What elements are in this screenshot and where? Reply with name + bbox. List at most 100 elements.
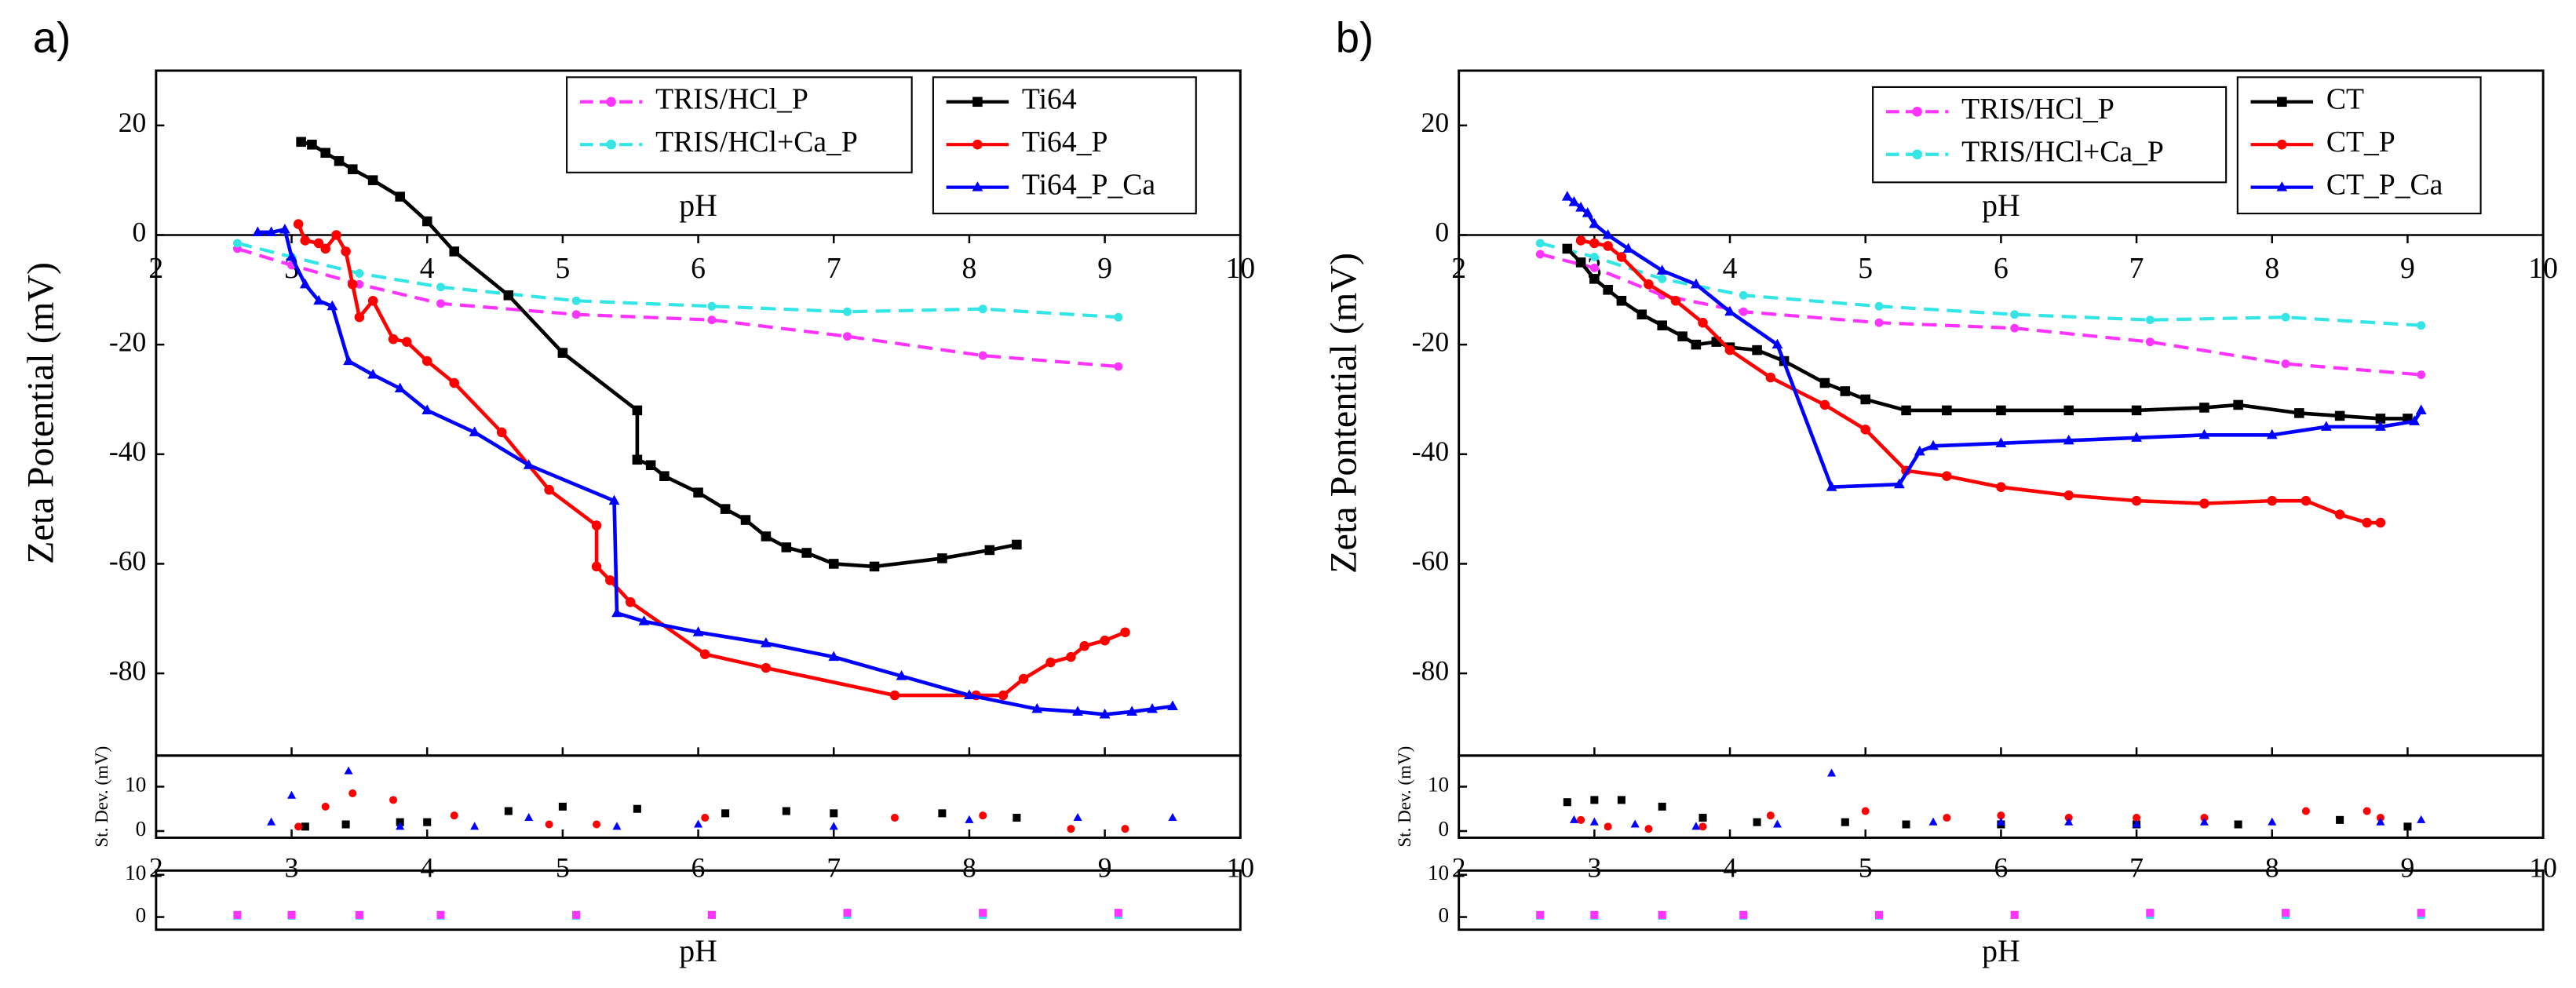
marker (233, 910, 242, 919)
marker (1589, 274, 1600, 284)
marker (436, 283, 445, 292)
marker (300, 235, 311, 246)
marker (1861, 807, 1870, 815)
marker (632, 454, 643, 465)
marker (2146, 909, 2155, 917)
marker (1099, 708, 1111, 719)
marker (1589, 263, 1599, 272)
marker (938, 809, 947, 818)
marker (638, 615, 650, 625)
marker (252, 226, 264, 237)
marker (1616, 295, 1627, 306)
series-line (1566, 247, 2408, 421)
marker (2133, 814, 2141, 822)
marker (341, 246, 351, 257)
marker (2301, 495, 2311, 506)
marker (828, 559, 839, 569)
marker (1147, 702, 1158, 713)
x-tick-label: 5 (556, 852, 570, 884)
marker (1656, 264, 1668, 275)
marker (293, 219, 304, 229)
marker (1630, 819, 1640, 828)
legend-label: CT (2326, 82, 2364, 115)
marker (843, 909, 852, 917)
marker (321, 802, 330, 811)
marker (1590, 796, 1599, 804)
marker (720, 504, 731, 514)
marker (1860, 394, 1871, 405)
marker (692, 626, 704, 636)
marker (2199, 498, 2209, 509)
marker (1636, 309, 1647, 320)
marker (2266, 428, 2278, 439)
marker (1902, 820, 1910, 829)
x-tick-label: 6 (691, 252, 706, 285)
marker (1691, 339, 1702, 350)
marker (1901, 405, 1911, 416)
marker (608, 494, 620, 505)
x-tick-label: 4 (1723, 252, 1738, 285)
marker (450, 811, 458, 820)
marker (470, 822, 480, 830)
marker (707, 910, 716, 919)
marker (625, 597, 636, 607)
marker (1826, 481, 1837, 491)
series-line (1539, 241, 2421, 327)
marker (2234, 820, 2242, 829)
marker (937, 553, 947, 563)
marker (1995, 437, 2007, 447)
x-tick-label: 9 (1098, 852, 1112, 884)
marker (2131, 432, 2142, 442)
y-tick-label: 0 (1439, 817, 1450, 840)
legend-label: Ti64_P_Ca (1022, 168, 1156, 201)
x-tick-label: 9 (1097, 252, 1112, 285)
marker (313, 238, 324, 249)
x-tick-label: 7 (826, 852, 841, 884)
y-axis-title: Zeta Potential (mV) (20, 262, 62, 564)
marker (2131, 405, 2142, 416)
marker (545, 820, 553, 829)
marker (421, 355, 432, 366)
marker (1658, 802, 1666, 811)
marker (633, 804, 641, 813)
marker (761, 662, 772, 673)
marker (1644, 279, 1654, 290)
marker (388, 334, 399, 345)
marker (1013, 814, 1021, 822)
marker (504, 807, 513, 815)
marker (1589, 252, 1599, 261)
marker (1996, 817, 2005, 826)
marker (1622, 242, 1634, 253)
marker (2233, 399, 2243, 410)
marker (2199, 403, 2209, 413)
x-tick-label: 2 (148, 252, 163, 285)
marker (830, 809, 838, 818)
marker (421, 216, 432, 227)
marker (1658, 910, 1666, 919)
x-tick-label: 3 (1587, 852, 1601, 884)
y-tick-label: 0 (132, 217, 146, 248)
marker (761, 637, 772, 647)
marker (2145, 315, 2155, 325)
marker (2334, 509, 2345, 520)
marker (978, 351, 987, 360)
marker (1942, 405, 1952, 416)
marker (1012, 539, 1022, 550)
marker (233, 239, 242, 248)
marker (544, 484, 554, 495)
marker (313, 294, 324, 305)
y-tick-label: 20 (119, 107, 147, 138)
marker (889, 690, 900, 701)
marker (334, 155, 345, 166)
marker (1568, 196, 1580, 206)
marker (524, 812, 534, 822)
marker (558, 802, 567, 811)
marker (1874, 318, 1884, 327)
x-tick-label: 3 (285, 852, 299, 884)
marker (367, 369, 379, 379)
marker (294, 822, 303, 831)
marker (972, 97, 983, 108)
marker (2281, 359, 2290, 369)
plot-frame (155, 869, 1242, 931)
x-tick-label: 6 (691, 852, 706, 884)
